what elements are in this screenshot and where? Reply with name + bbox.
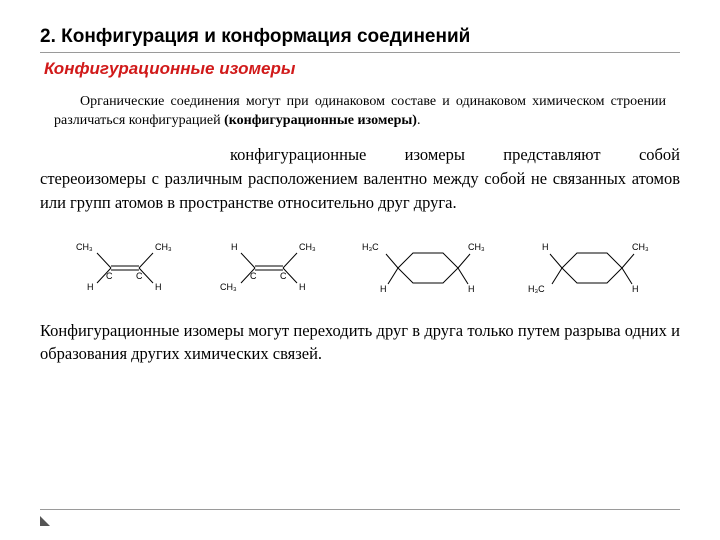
label-ch3: CH₃: [299, 242, 316, 252]
para1-bold: (конфигураци­онные изомеры): [224, 113, 417, 128]
chemical-diagrams-row: CH₃ H CH₃ H C C H CH₃ CH₃ H C C: [40, 225, 680, 315]
bottom-divider: [40, 509, 680, 510]
label-c: C: [106, 271, 113, 281]
paragraph-2: конфигурационные изомеры представляют со…: [40, 143, 680, 215]
label-h: H: [632, 284, 639, 294]
cyclohexane-trans-diagram: H CH₃ H₃C H: [522, 230, 652, 306]
para2-text: конфигурационные изомеры представляют со…: [40, 145, 680, 212]
section-heading: 2. Конфигурация и конформация соединений: [40, 26, 680, 53]
label-h: H: [155, 282, 162, 292]
paragraph-1: Органические соединения могут при одинак…: [40, 93, 680, 131]
para1-tail: .: [417, 113, 421, 128]
label-h: H: [380, 284, 387, 294]
label-c: C: [250, 271, 257, 281]
label-ch3: CH₃: [468, 242, 485, 252]
label-h: H: [542, 242, 549, 252]
cyclohexane-cis-diagram: H₃C CH₃ H H: [358, 230, 488, 306]
alkene-trans-diagram: H CH₃ CH₃ H C C: [214, 233, 324, 303]
label-c: C: [136, 271, 143, 281]
alkene-cis-diagram: CH₃ H CH₃ H C C: [70, 233, 180, 303]
label-h: H: [231, 242, 238, 252]
label-h3c: H₃C: [362, 242, 379, 252]
label-h3c: H₃C: [528, 284, 545, 294]
label-ch3: CH₃: [220, 282, 237, 292]
label-h: H: [87, 282, 94, 292]
label-h: H: [299, 282, 306, 292]
section-subheading: Конфигурационные изомеры: [40, 59, 680, 79]
paragraph-3: Конфигурационные изомеры могут переходит…: [40, 319, 680, 365]
label-ch3: CH₃: [76, 242, 93, 252]
label-h: H: [468, 284, 475, 294]
label-ch3: CH₃: [155, 242, 172, 252]
slide-corner-marker-icon: [40, 516, 50, 526]
label-c: C: [280, 271, 287, 281]
label-ch3: CH₃: [632, 242, 649, 252]
